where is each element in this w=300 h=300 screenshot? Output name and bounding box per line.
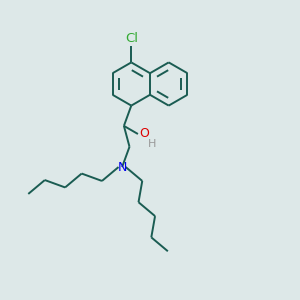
Text: N: N <box>117 160 127 174</box>
Text: H: H <box>148 140 156 149</box>
Text: Cl: Cl <box>125 32 138 45</box>
Text: O: O <box>140 128 149 140</box>
